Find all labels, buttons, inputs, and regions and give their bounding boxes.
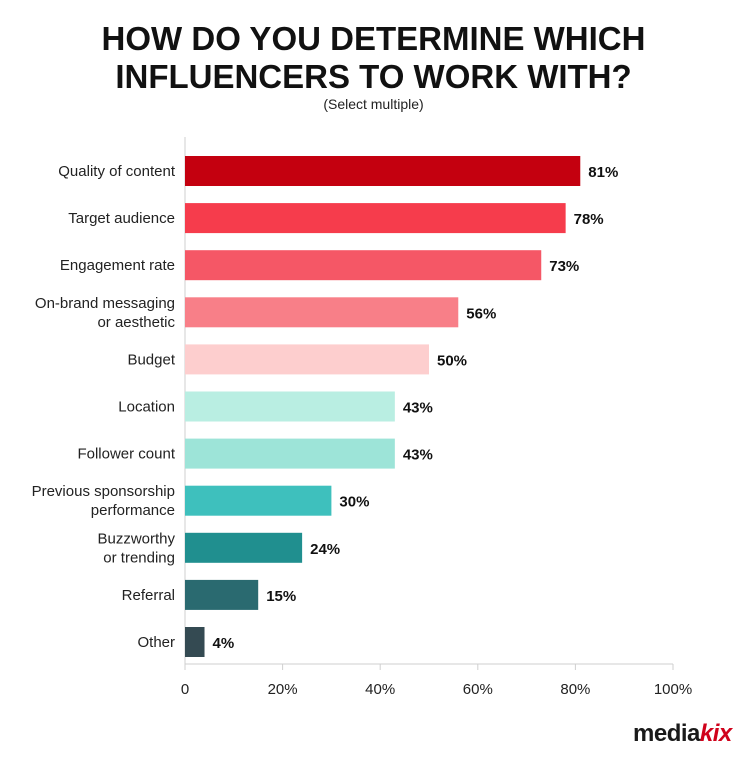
chart-subtitle: (Select multiple) bbox=[323, 96, 424, 112]
bar bbox=[185, 203, 566, 234]
category-label: Previous sponsorship bbox=[32, 483, 175, 500]
bar bbox=[185, 579, 259, 610]
bar bbox=[185, 485, 332, 516]
category-label: Budget bbox=[127, 351, 175, 368]
bar bbox=[185, 297, 459, 328]
x-tick-label: 20% bbox=[268, 681, 298, 698]
bar bbox=[185, 438, 395, 469]
category-label: Referral bbox=[122, 587, 175, 604]
data-label: 4% bbox=[213, 635, 235, 652]
bar bbox=[185, 627, 205, 657]
x-tick-label: 40% bbox=[365, 681, 395, 698]
bar bbox=[185, 156, 581, 186]
category-label: Follower count bbox=[77, 446, 175, 463]
category-label: Location bbox=[118, 399, 175, 416]
data-label: 15% bbox=[266, 588, 296, 605]
x-tick-label: 0 bbox=[181, 681, 189, 698]
data-label: 73% bbox=[549, 258, 579, 275]
data-label: 43% bbox=[403, 400, 433, 417]
bar bbox=[185, 344, 429, 375]
category-label: On-brand messaging bbox=[35, 295, 175, 312]
logo-text-media: media bbox=[633, 720, 700, 747]
data-label: 56% bbox=[466, 305, 496, 322]
data-label: 43% bbox=[403, 447, 433, 464]
bar bbox=[185, 250, 542, 281]
data-label: 78% bbox=[574, 211, 604, 228]
x-tick-label: 80% bbox=[560, 681, 590, 698]
category-label: performance bbox=[91, 502, 175, 519]
data-label: 30% bbox=[339, 494, 369, 511]
mediakix-logo: mediakix bbox=[633, 720, 732, 748]
bar bbox=[185, 532, 303, 563]
category-label: or aesthetic bbox=[97, 314, 175, 331]
category-label: or trending bbox=[103, 549, 175, 566]
data-label: 50% bbox=[437, 352, 467, 369]
data-label: 81% bbox=[588, 164, 618, 181]
chart-title-line2: INFLUENCERS TO WORK WITH? bbox=[115, 58, 632, 95]
chart-title-line1: HOW DO YOU DETERMINE WHICH bbox=[101, 20, 646, 57]
data-label: 24% bbox=[310, 541, 340, 558]
category-label: Buzzworthy bbox=[97, 530, 175, 547]
category-label: Engagement rate bbox=[60, 257, 175, 274]
category-label: Quality of content bbox=[58, 163, 176, 180]
category-label: Other bbox=[137, 634, 175, 651]
bar bbox=[185, 391, 395, 422]
logo-text-kix: kix bbox=[699, 720, 732, 747]
category-label: Target audience bbox=[68, 210, 175, 227]
x-tick-label: 100% bbox=[654, 681, 692, 698]
x-tick-label: 60% bbox=[463, 681, 493, 698]
